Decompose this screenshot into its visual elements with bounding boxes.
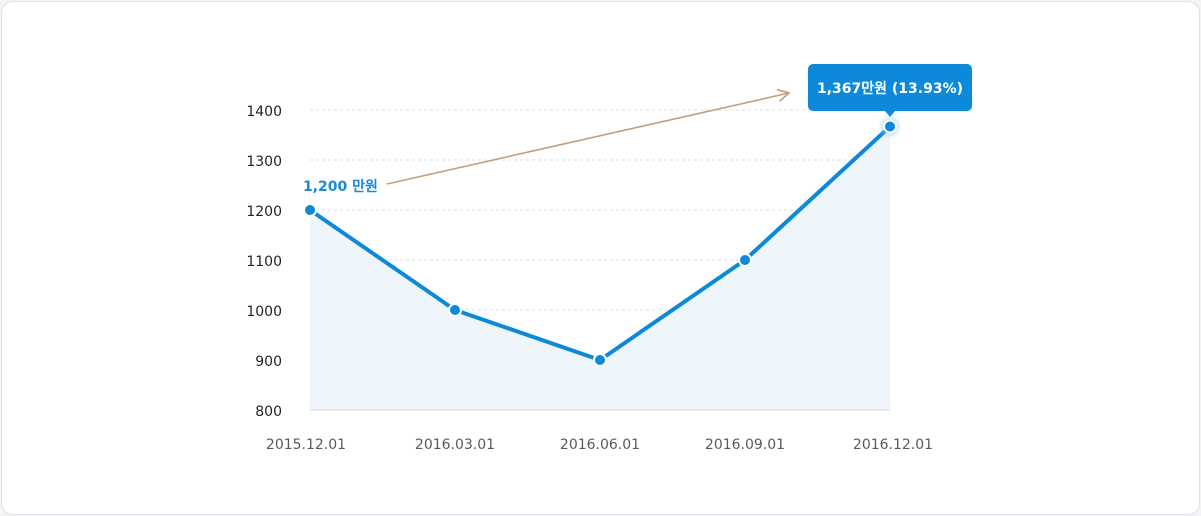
data-point-4 [883, 119, 897, 134]
y-axis-ticks: 800 900 1000 1100 1200 1300 1400 [246, 104, 282, 420]
x-tick-label-2: 2016.06.01 [560, 437, 640, 453]
y-tick-label-1000: 1000 [246, 304, 282, 320]
x-tick-label-0: 2015.12.01 [266, 437, 346, 453]
x-tick-label-1: 2016.03.01 [415, 437, 495, 453]
y-tick-label-1300: 1300 [246, 154, 282, 170]
tooltip-label: 1,367만원 (13.93%) [817, 81, 963, 97]
x-axis-ticks: 2015.12.01 2016.03.01 2016.06.01 2016.09.01… [266, 437, 933, 453]
start-value-label: 1,200 만원 [303, 179, 378, 195]
area-fill [310, 126, 890, 410]
y-tick-label-1400: 1400 [246, 104, 282, 120]
y-tick-label-1100: 1100 [246, 254, 282, 270]
data-point-0 [303, 203, 317, 217]
trend-arrow [386, 88, 791, 185]
tooltip-box [808, 64, 972, 111]
x-tick-label-3: 2016.09.01 [705, 437, 785, 453]
data-point-2 [593, 353, 607, 367]
end-value-tooltip: 1,367만원 (13.93%) [808, 64, 972, 117]
data-point-1 [448, 303, 462, 317]
tooltip-pointer [885, 111, 895, 117]
data-points [303, 117, 899, 367]
y-tick-label-800: 800 [255, 404, 282, 420]
y-tick-label-900: 900 [255, 354, 282, 370]
y-tick-label-1200: 1200 [246, 204, 282, 220]
data-point-3 [738, 253, 752, 267]
x-tick-label-4: 2016.12.01 [853, 437, 933, 453]
